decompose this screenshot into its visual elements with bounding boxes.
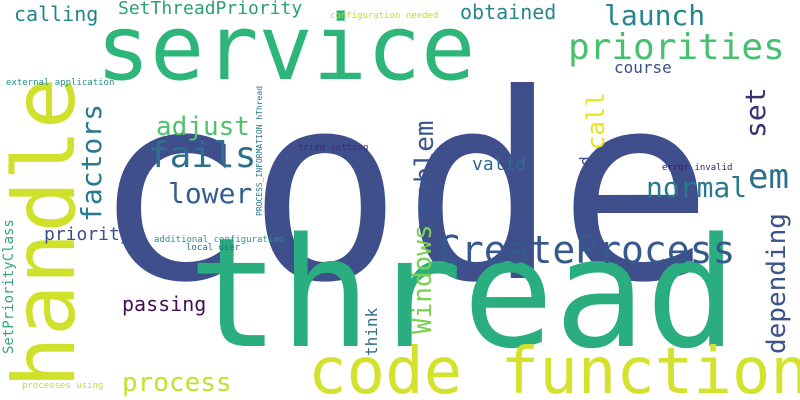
word-windows: Windows xyxy=(408,224,438,334)
word-createprocess: CreateProcess xyxy=(438,228,736,272)
word-process-information-hthread: PROCESS_INFORMATION hThread xyxy=(255,85,264,216)
word-adjust: adjust xyxy=(156,112,250,142)
word-code: code xyxy=(92,39,714,339)
word-external-application: external application xyxy=(6,78,115,88)
word-setpriorityclass: SetPriorityClass xyxy=(1,219,17,354)
word-calling: calling xyxy=(14,2,99,26)
word-call: call xyxy=(582,92,610,150)
word-lower: lower xyxy=(168,177,253,210)
word-service: service xyxy=(96,0,476,101)
word-depending: depending xyxy=(762,213,792,354)
word-setthreadpriority: SetThreadPriority xyxy=(118,0,303,19)
word-set: set xyxy=(739,87,772,138)
word-obtained: obtained xyxy=(460,0,557,24)
word-course: course xyxy=(614,58,672,77)
word-additional-configuration: additional configuration xyxy=(154,235,285,245)
word-factors: factors xyxy=(75,103,108,222)
word-valid: valid xyxy=(472,154,527,175)
word-error-invalid: error invalid xyxy=(662,163,733,173)
word-local-user: local user xyxy=(186,243,241,253)
word-configuration-needed: configuration needed xyxy=(330,11,439,21)
word-normal: normal xyxy=(646,171,748,204)
word-tried-setting: tried setting xyxy=(298,143,369,153)
word-problem: problem xyxy=(410,120,440,230)
word-passing: passing xyxy=(122,292,207,316)
word-thread: thread xyxy=(188,205,738,382)
word-logged: logged xyxy=(576,156,595,214)
word-processes-using: processes using xyxy=(22,381,104,391)
word-priorities: priorities xyxy=(568,27,785,68)
word-priority: priority xyxy=(44,224,131,245)
word-think: think xyxy=(362,307,381,356)
word-process: process xyxy=(122,368,232,398)
word-code-function: code function xyxy=(308,335,800,400)
word-launch: launch xyxy=(604,0,706,32)
word-em: em xyxy=(748,157,789,197)
word-fails: fails xyxy=(148,135,257,176)
